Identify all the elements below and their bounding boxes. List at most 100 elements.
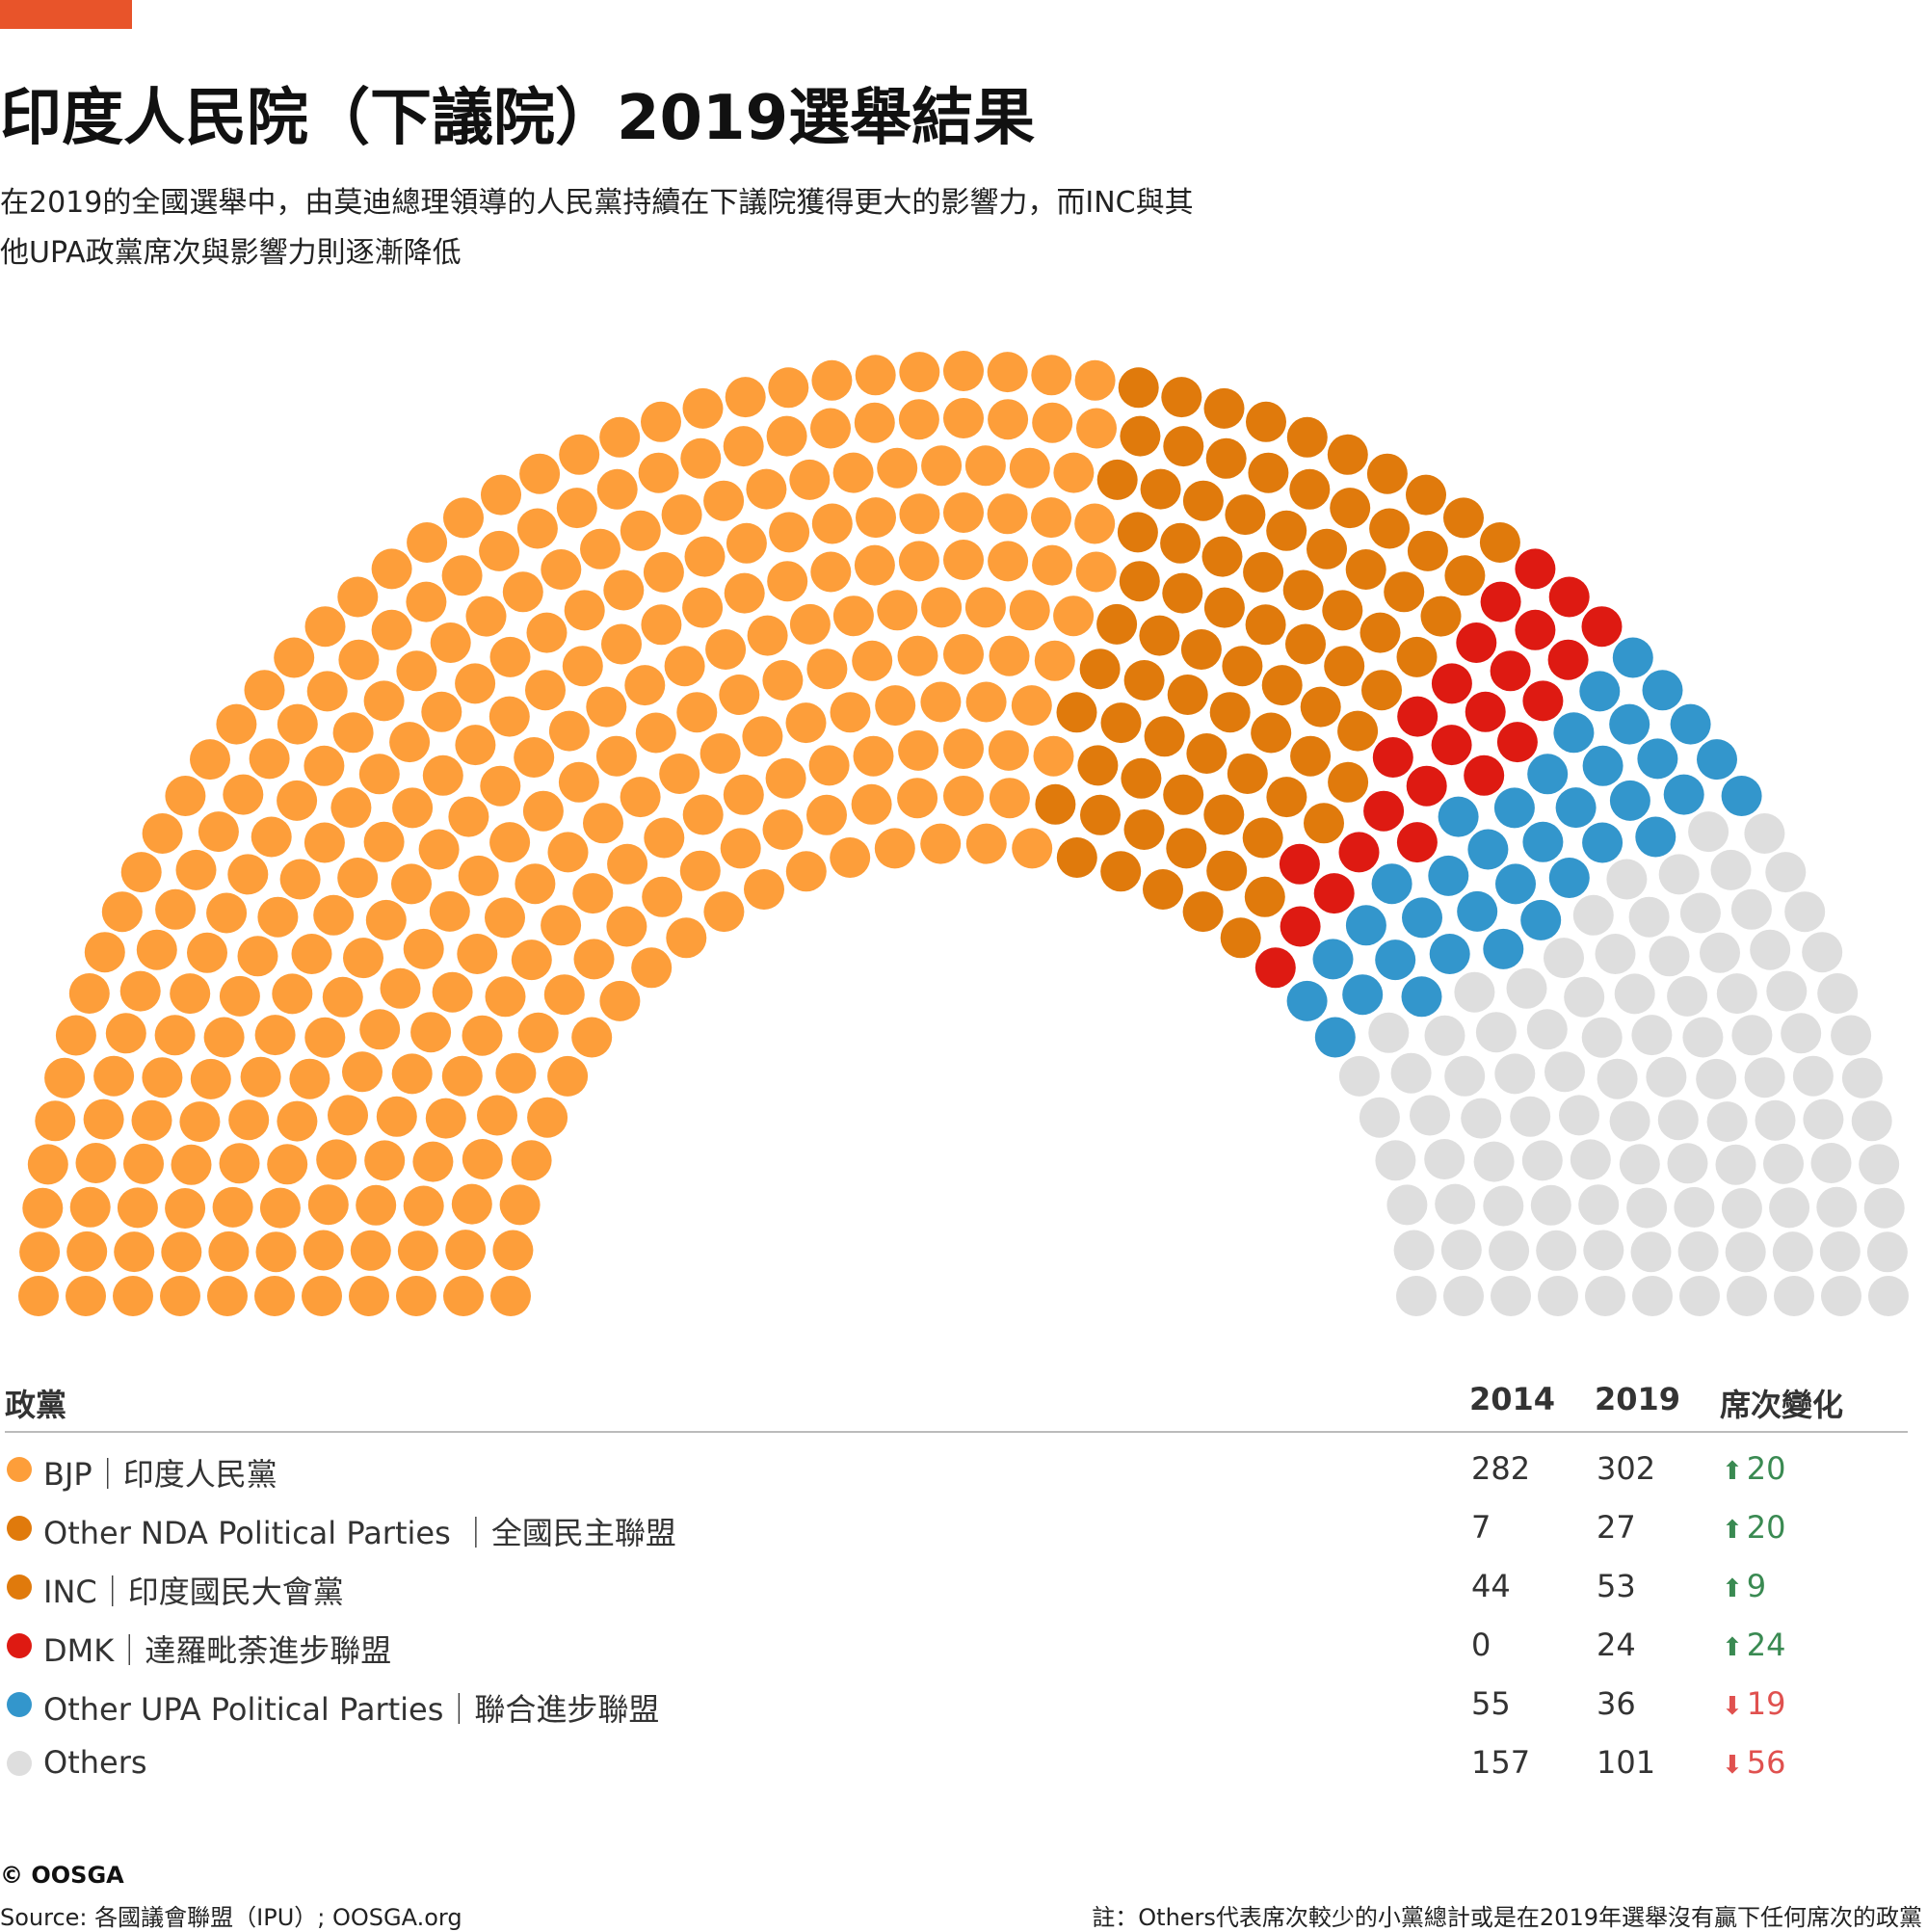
- seats-2019: 101: [1597, 1744, 1656, 1781]
- seat-inc: [1248, 452, 1289, 493]
- header-2019: 2019: [1595, 1381, 1681, 1417]
- seat-bjp: [44, 1057, 86, 1098]
- seat-bjp: [342, 1051, 383, 1093]
- seat-bjp: [465, 595, 507, 637]
- seat-bjp: [206, 892, 248, 934]
- seat-bjp: [412, 1141, 454, 1182]
- seat-bjp: [160, 1276, 200, 1316]
- seat-upa: [1670, 703, 1711, 745]
- seat-bjp: [274, 637, 315, 678]
- seat-dmk: [1254, 947, 1296, 989]
- seat-bjp: [519, 453, 561, 494]
- seat-nda: [1121, 757, 1162, 799]
- seat-others: [1510, 1096, 1551, 1137]
- seat-bjp: [363, 680, 405, 722]
- seat-others: [1390, 1052, 1432, 1094]
- seat-bjp: [142, 1057, 183, 1098]
- seat-bjp: [35, 1100, 76, 1142]
- header-2014: 2014: [1469, 1381, 1556, 1417]
- seat-bjp: [455, 663, 496, 704]
- seat-others: [1658, 854, 1700, 895]
- seat-others: [1606, 859, 1648, 900]
- seat-bjp: [462, 1139, 503, 1179]
- seat-bjp: [240, 1056, 281, 1098]
- seat-bjp: [203, 1017, 245, 1058]
- seat-bjp: [69, 1186, 111, 1228]
- seat-others: [1585, 1276, 1625, 1316]
- seat-bjp: [451, 1183, 492, 1225]
- seats-2014: 0: [1471, 1627, 1491, 1663]
- seat-others: [1688, 811, 1729, 853]
- seat-bjp: [488, 696, 530, 737]
- seat-others: [1682, 1017, 1724, 1058]
- seat-others: [1544, 1051, 1585, 1093]
- seat-bjp: [84, 932, 125, 973]
- seat-others: [1819, 1231, 1861, 1272]
- seat-dmk: [1406, 765, 1447, 807]
- seat-others: [1559, 1095, 1599, 1136]
- seat-bjp: [330, 787, 372, 829]
- seat-bjp: [356, 1184, 397, 1226]
- seat-others: [1526, 1009, 1568, 1050]
- seat-others: [1841, 1057, 1883, 1098]
- seat-inc: [1330, 488, 1371, 529]
- seat-nda: [1079, 648, 1121, 690]
- seat-bjp: [525, 670, 566, 711]
- seat-others: [1595, 934, 1636, 974]
- seat-others: [1810, 1143, 1852, 1183]
- seat-bjp: [638, 452, 679, 493]
- party-name: BJP｜印度人民黨: [43, 1456, 277, 1493]
- arrow-up-icon: ⬆: [1722, 1575, 1743, 1603]
- seat-bjp: [943, 398, 984, 438]
- seat-others: [1424, 1015, 1465, 1056]
- seat-bjp: [227, 854, 269, 895]
- seat-others: [1696, 1058, 1737, 1099]
- seat-bjp: [155, 888, 197, 930]
- seat-inc: [1307, 528, 1347, 569]
- seat-bjp: [19, 1231, 61, 1273]
- seat-bjp: [187, 932, 227, 973]
- seat-bjp: [364, 1140, 406, 1181]
- seat-bjp: [389, 722, 431, 763]
- seat-bjp: [462, 1015, 503, 1056]
- seat-bjp: [1034, 640, 1075, 681]
- seat-bjp: [307, 1184, 349, 1226]
- subtitle-line-2: 他UPA政黨席次與影響力則逐漸降低: [0, 236, 462, 270]
- seat-bjp: [68, 973, 110, 1014]
- seat-dmk: [1522, 680, 1564, 722]
- seat-others: [1396, 1276, 1437, 1316]
- seat-change-value: 20: [1746, 1509, 1786, 1546]
- seat-inc: [1245, 604, 1286, 646]
- seat-others: [1424, 1139, 1465, 1179]
- seats-2014: 44: [1471, 1568, 1511, 1604]
- seat-bjp: [558, 761, 599, 803]
- seat-bjp: [964, 445, 1006, 487]
- seat-inc: [1167, 675, 1208, 715]
- seat-dmk: [1490, 650, 1531, 692]
- seat-bjp: [359, 1009, 401, 1050]
- seat-inc: [1244, 876, 1285, 917]
- seat-bjp: [114, 1231, 155, 1273]
- seat-bjp: [492, 1230, 534, 1271]
- legend-dot: [7, 1633, 32, 1658]
- seat-bjp: [659, 754, 700, 794]
- seat-bjp: [806, 648, 848, 690]
- seat-bjp: [1031, 355, 1072, 396]
- legend-dot: [7, 1575, 32, 1600]
- seat-bjp: [403, 928, 444, 969]
- seat-upa: [1467, 829, 1509, 870]
- seat-others: [1632, 1276, 1673, 1316]
- seat-bjp: [642, 876, 683, 917]
- seat-nda: [1160, 522, 1201, 564]
- seat-bjp: [179, 1101, 221, 1143]
- seat-bjp: [607, 843, 648, 885]
- seat-nda: [1203, 387, 1245, 429]
- seat-bjp: [254, 1015, 296, 1056]
- seat-bjp: [877, 590, 918, 631]
- seat-others: [1657, 1099, 1699, 1141]
- seats-2014: 55: [1471, 1685, 1511, 1722]
- seat-bjp: [719, 675, 760, 715]
- seat-bjp: [682, 794, 724, 835]
- seat-nda: [1120, 415, 1161, 457]
- seat-bjp: [1009, 590, 1050, 631]
